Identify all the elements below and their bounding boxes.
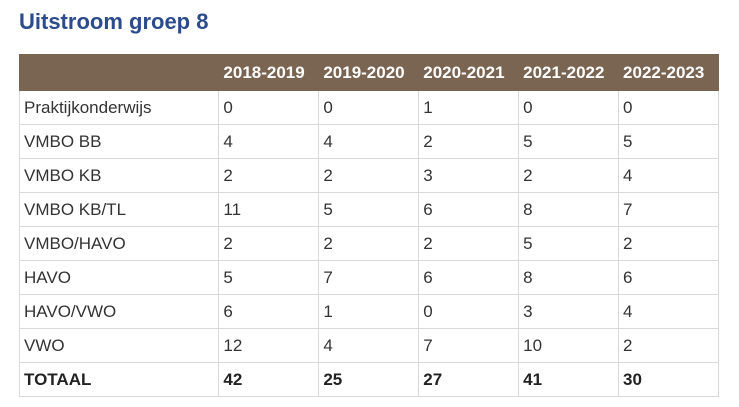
value-cell: 6 xyxy=(218,294,320,329)
table-row: HAVO 5 7 6 8 6 xyxy=(18,260,719,295)
value-cell: 8 xyxy=(518,192,620,227)
value-cell: 0 xyxy=(218,90,320,125)
row-label-cell: HAVO/VWO xyxy=(18,294,220,329)
value-cell: 2 xyxy=(518,158,620,193)
value-cell: 7 xyxy=(318,260,420,295)
header-cell-2021-2022: 2021-2022 xyxy=(518,54,620,91)
value-cell: 5 xyxy=(518,226,620,261)
value-cell: 2 xyxy=(418,226,520,261)
value-cell: 3 xyxy=(418,158,520,193)
table-row: Praktijkonderwijs 0 0 1 0 0 xyxy=(18,90,719,125)
value-cell: 11 xyxy=(218,192,320,227)
value-cell: 30 xyxy=(618,362,719,397)
value-cell: 0 xyxy=(518,90,620,125)
row-label-cell: VMBO BB xyxy=(18,124,220,159)
table-total-row: TOTAAL 42 25 27 41 30 xyxy=(18,362,719,397)
row-label-cell: HAVO xyxy=(18,260,220,295)
row-label-cell: VMBO KB/TL xyxy=(18,192,220,227)
value-cell: 2 xyxy=(618,226,719,261)
value-cell: 41 xyxy=(518,362,620,397)
row-label-cell: VMBO/HAVO xyxy=(18,226,220,261)
value-cell: 12 xyxy=(218,328,320,363)
value-cell: 27 xyxy=(418,362,520,397)
value-cell: 7 xyxy=(418,328,520,363)
value-cell: 2 xyxy=(318,226,420,261)
table-body: Praktijkonderwijs 0 0 1 0 0 VMBO BB 4 4 2 5 5 VMBO K… xyxy=(18,90,719,397)
value-cell: 3 xyxy=(518,294,620,329)
value-cell: 4 xyxy=(618,294,719,329)
value-cell: 42 xyxy=(218,362,320,397)
value-cell: 2 xyxy=(618,328,719,363)
value-cell: 5 xyxy=(518,124,620,159)
page-title: Uitstroom groep 8 xyxy=(19,9,209,34)
value-cell: 4 xyxy=(218,124,320,159)
header-cell-2018-2019: 2018-2019 xyxy=(218,54,320,91)
value-cell: 7 xyxy=(618,192,719,227)
value-cell: 25 xyxy=(318,362,420,397)
header-cell-empty xyxy=(18,54,220,91)
value-cell: 2 xyxy=(218,158,320,193)
value-cell: 6 xyxy=(418,260,520,295)
header-cell-2019-2020: 2019-2020 xyxy=(318,54,420,91)
value-cell: 5 xyxy=(318,192,420,227)
value-cell: 2 xyxy=(218,226,320,261)
table-row: VMBO/HAVO 2 2 2 5 2 xyxy=(18,226,719,261)
value-cell: 10 xyxy=(518,328,620,363)
value-cell: 4 xyxy=(318,124,420,159)
value-cell: 2 xyxy=(418,124,520,159)
value-cell: 4 xyxy=(318,328,420,363)
row-label-cell: Praktijkonderwijs xyxy=(18,90,220,125)
table-header-row: 2018-2019 2019-2020 2020-2021 2021-2022 … xyxy=(18,54,719,91)
value-cell: 0 xyxy=(318,90,420,125)
value-cell: 5 xyxy=(618,124,719,159)
value-cell: 1 xyxy=(318,294,420,329)
value-cell: 0 xyxy=(418,294,520,329)
row-label-cell: VWO xyxy=(18,328,220,363)
table-row: VMBO KB 2 2 3 2 4 xyxy=(18,158,719,193)
value-cell: 4 xyxy=(618,158,719,193)
value-cell: 2 xyxy=(318,158,420,193)
value-cell: 6 xyxy=(418,192,520,227)
table-row: VWO 12 4 7 10 2 xyxy=(18,328,719,363)
value-cell: 0 xyxy=(618,90,719,125)
header-cell-2020-2021: 2020-2021 xyxy=(418,54,520,91)
value-cell: 6 xyxy=(618,260,719,295)
row-label-cell: TOTAAL xyxy=(18,362,220,397)
header-cell-2022-2023: 2022-2023 xyxy=(618,54,719,91)
table-row: VMBO KB/TL 11 5 6 8 7 xyxy=(18,192,719,227)
value-cell: 5 xyxy=(218,260,320,295)
value-cell: 8 xyxy=(518,260,620,295)
table-row: HAVO/VWO 6 1 0 3 4 xyxy=(18,294,719,329)
row-label-cell: VMBO KB xyxy=(18,158,220,193)
value-cell: 1 xyxy=(418,90,520,125)
table-row: VMBO BB 4 4 2 5 5 xyxy=(18,124,719,159)
uitstroom-table: 2018-2019 2019-2020 2020-2021 2021-2022 … xyxy=(18,54,719,397)
